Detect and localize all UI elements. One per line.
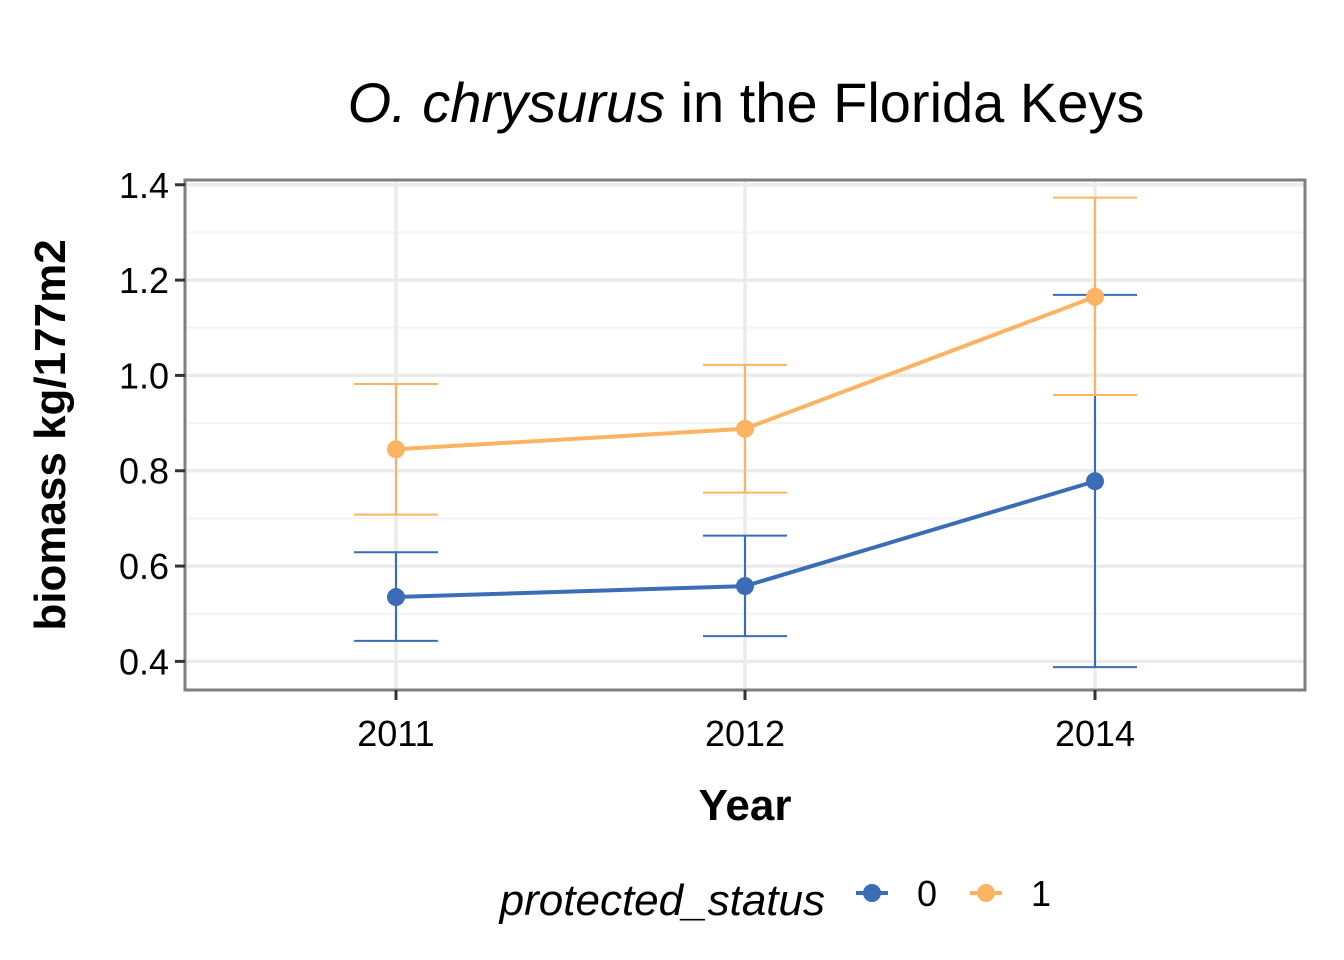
y-tick-label: 1.4 xyxy=(119,165,169,206)
legend-key-point xyxy=(977,884,995,902)
y-tick-label: 0.8 xyxy=(119,451,169,492)
x-tick-label: 2012 xyxy=(705,713,785,754)
data-point xyxy=(736,577,754,596)
legend-label: 0 xyxy=(917,873,937,914)
data-point xyxy=(387,440,405,459)
y-axis-title: biomass kg/177m2 xyxy=(26,239,75,630)
y-tick-label: 0.4 xyxy=(119,641,169,682)
y-tick-label: 1.0 xyxy=(119,355,169,396)
data-point xyxy=(736,419,754,438)
y-axis: 0.4 0.6 0.8 1.0 1.2 1.4 xyxy=(119,165,185,682)
plot-panel xyxy=(183,178,1307,692)
chart-title-italic: O. chrysurus xyxy=(348,71,665,134)
y-tick-label: 0.6 xyxy=(119,546,169,587)
legend-key-point xyxy=(863,884,881,902)
legend-label: 1 xyxy=(1031,873,1051,914)
x-axis-title: Year xyxy=(699,781,792,830)
chart-title-rest: in the Florida Keys xyxy=(665,71,1144,134)
legend-title: protected_status xyxy=(498,876,825,925)
y-tick-label: 1.2 xyxy=(119,260,169,301)
legend-key-1: 1 xyxy=(970,873,1051,914)
chart-title: O. chrysurus in the Florida Keys xyxy=(348,71,1145,134)
x-tick-label: 2014 xyxy=(1055,713,1135,754)
legend-key-0: 0 xyxy=(856,873,937,914)
x-tick-label: 2011 xyxy=(357,713,434,754)
data-point xyxy=(1086,472,1104,491)
data-point xyxy=(387,588,405,607)
series-layer xyxy=(354,196,1137,669)
series-1 xyxy=(354,196,1137,516)
x-axis: 2011 2012 2014 xyxy=(357,690,1135,754)
data-point xyxy=(1086,287,1104,306)
